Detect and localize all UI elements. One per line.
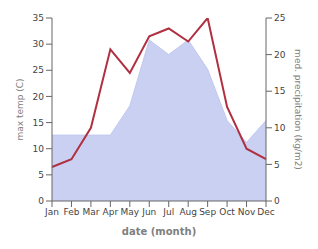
svg-text:max temp (C): max temp (C) (15, 78, 25, 140)
svg-text:0: 0 (274, 196, 280, 206)
svg-text:Feb: Feb (63, 207, 79, 217)
svg-text:20: 20 (33, 92, 45, 102)
svg-text:15: 15 (274, 86, 285, 96)
svg-text:15: 15 (33, 118, 44, 128)
svg-text:Sep: Sep (199, 207, 216, 217)
svg-text:35: 35 (33, 13, 44, 23)
svg-text:Mar: Mar (82, 207, 99, 217)
svg-text:25: 25 (33, 65, 44, 75)
svg-text:30: 30 (33, 39, 45, 49)
svg-text:10: 10 (274, 123, 286, 133)
svg-text:0: 0 (38, 196, 44, 206)
svg-text:Jun: Jun (141, 207, 156, 217)
svg-text:Jul: Jul (162, 207, 174, 217)
svg-text:date (month): date (month) (122, 226, 196, 237)
svg-text:10: 10 (33, 144, 45, 154)
svg-text:med. precipitation (kg/m2): med. precipitation (kg/m2) (293, 49, 303, 170)
svg-text:20: 20 (274, 50, 286, 60)
svg-text:Dec: Dec (257, 207, 274, 217)
svg-text:5: 5 (38, 170, 44, 180)
svg-text:25: 25 (274, 13, 285, 23)
svg-text:Apr: Apr (103, 207, 119, 217)
svg-text:5: 5 (274, 160, 280, 170)
svg-text:Aug: Aug (179, 207, 197, 217)
svg-text:May: May (121, 207, 140, 217)
svg-text:Nov: Nov (238, 207, 256, 217)
svg-text:Jan: Jan (44, 207, 59, 217)
svg-text:Oct: Oct (219, 207, 235, 217)
